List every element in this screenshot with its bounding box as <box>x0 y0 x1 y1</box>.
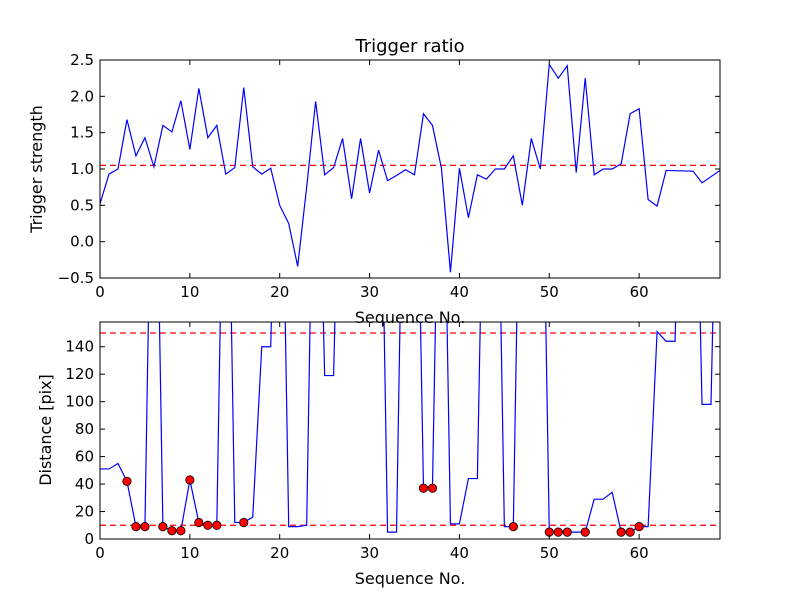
y-tick-label: 40 <box>75 475 94 493</box>
x-tick-label: 30 <box>360 283 379 301</box>
trigger-ratio-chart: Trigger ratio 0 10 20 30 40 50 60 −0.5 0.0 0.5 1.0… <box>27 36 721 327</box>
plot-frame <box>99 59 721 279</box>
data-point-marker <box>203 520 213 530</box>
x-tick-label: 0 <box>95 283 105 301</box>
data-point-marker <box>508 522 518 532</box>
y-tick-label: 0 <box>84 530 94 548</box>
y-tick-label: 120 <box>65 365 94 383</box>
data-point-marker <box>158 522 168 532</box>
data-point-marker <box>176 526 186 536</box>
y-tick-label: 60 <box>75 448 94 466</box>
x-tick-label: 60 <box>630 283 649 301</box>
x-axis-label: Sequence No. <box>355 308 466 327</box>
data-point-marker <box>167 526 177 536</box>
y-axis-label: Distance [pix] <box>36 374 55 486</box>
x-tick-label: 40 <box>450 283 469 301</box>
x-tick-label: 40 <box>450 544 469 562</box>
y-tick-label: 140 <box>65 338 94 356</box>
x-tick-label: 10 <box>180 283 199 301</box>
data-point-marker <box>418 483 429 493</box>
y-tick-label: −0.5 <box>58 269 94 287</box>
x-tick-label: 50 <box>540 283 559 301</box>
data-point-marker <box>131 522 141 532</box>
x-axis-label: Sequence No. <box>355 569 466 588</box>
x-tick-label: 20 <box>270 544 289 562</box>
y-tick-label: 80 <box>75 420 94 438</box>
chart-title: Trigger ratio <box>354 36 464 57</box>
y-tick-label: 20 <box>75 503 94 521</box>
plot-frame <box>99 321 721 540</box>
distance-chart: 0 10 20 30 40 50 60 0 20 40 60 80 100 120 140 Sequence… <box>36 321 721 588</box>
y-tick-label: 100 <box>65 393 94 411</box>
data-point-marker <box>616 527 626 537</box>
series-line <box>100 322 714 533</box>
data-point-marker <box>427 483 438 493</box>
y-tick-label: 0.0 <box>70 233 94 251</box>
x-tick-label: 60 <box>630 544 649 562</box>
x-tick-label: 20 <box>270 283 289 301</box>
data-point-marker <box>194 517 204 528</box>
data-point-marker <box>140 522 150 532</box>
data-point-marker <box>580 527 590 537</box>
y-tick-label: 1.5 <box>70 124 94 142</box>
x-tick-label: 50 <box>540 544 559 562</box>
data-point-marker <box>185 475 195 485</box>
x-tick-label: 30 <box>360 544 379 562</box>
data-point-marker <box>625 527 635 537</box>
x-tick-label: 10 <box>180 544 199 562</box>
y-axis-label: Trigger strength <box>27 105 46 234</box>
data-point-marker <box>239 517 249 528</box>
data-point-marker <box>212 520 222 530</box>
y-tick-label: 0.5 <box>70 196 94 214</box>
series-line <box>100 62 720 273</box>
data-point-marker <box>562 527 572 537</box>
y-tick-label: 2.5 <box>70 51 94 69</box>
x-tick-label: 0 <box>95 544 105 562</box>
data-point-marker <box>553 527 563 537</box>
y-tick-label: 2.0 <box>70 87 94 105</box>
y-tick-label: 1.0 <box>70 160 94 178</box>
data-point-marker <box>634 522 644 532</box>
data-point-marker <box>122 476 132 486</box>
